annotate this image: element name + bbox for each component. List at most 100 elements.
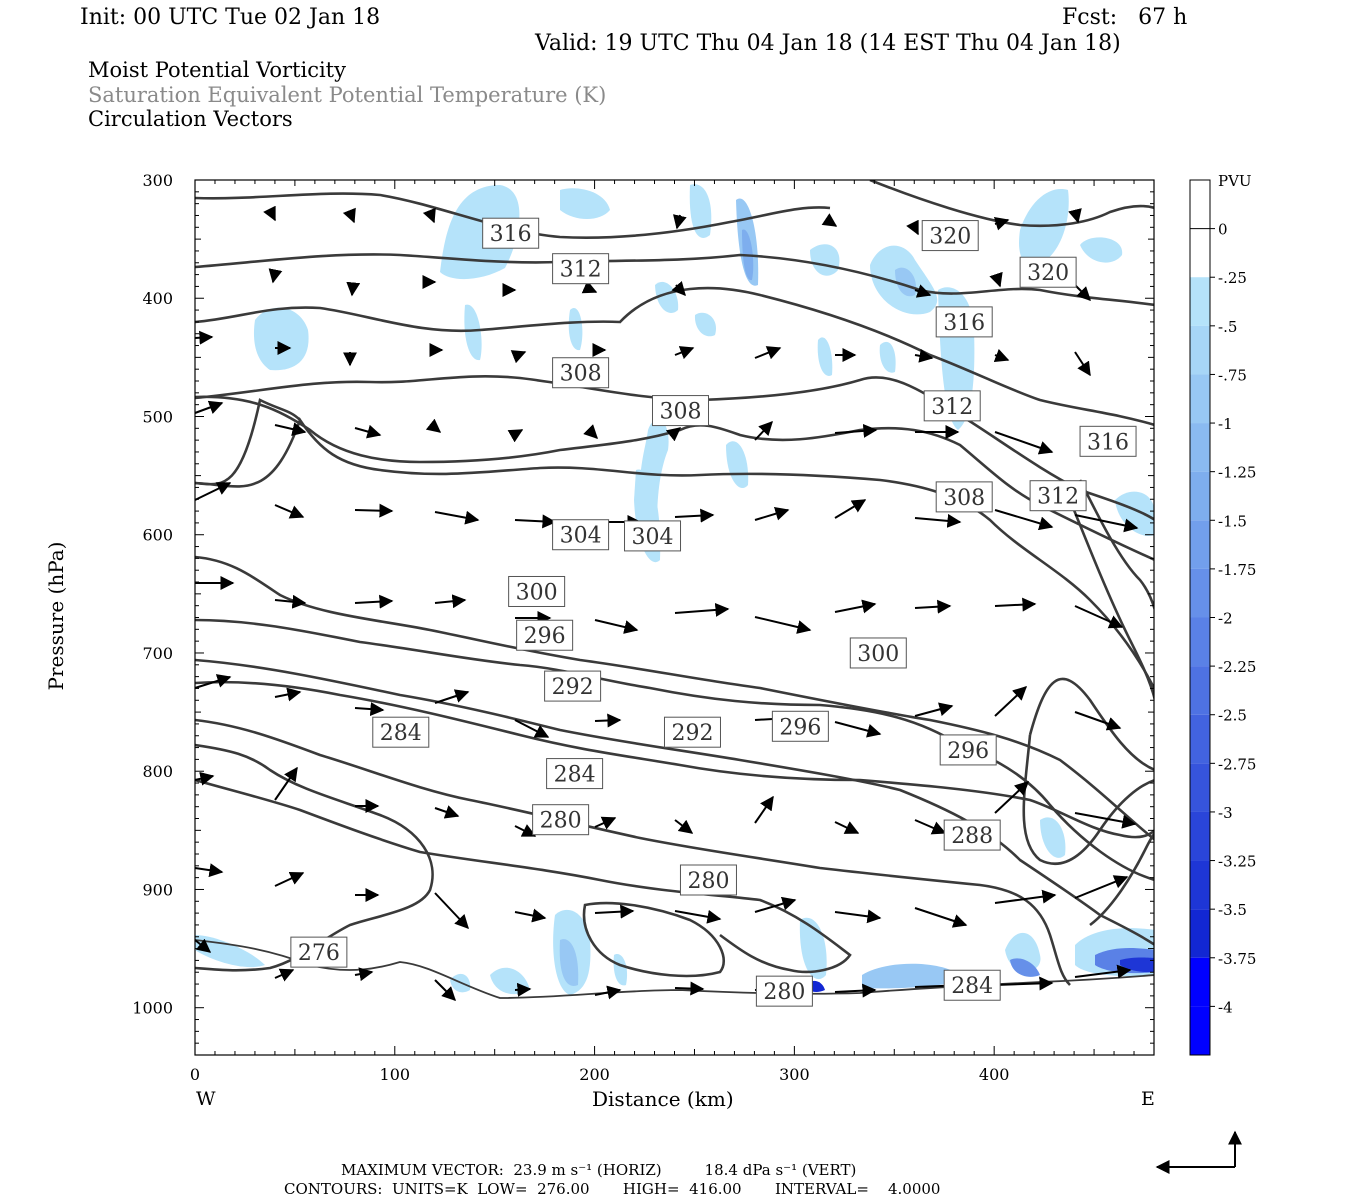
contour-label-text: 280 bbox=[540, 809, 582, 834]
x-tick-label: 300 bbox=[779, 1065, 810, 1084]
wind-vector bbox=[671, 280, 686, 297]
contour-label: 284 bbox=[372, 716, 430, 748]
x-axis-right-label: E bbox=[1141, 1088, 1155, 1110]
contour-label-text: 284 bbox=[951, 974, 993, 999]
wind-vector bbox=[507, 429, 524, 443]
pv-region bbox=[1040, 817, 1066, 858]
contour-label-box bbox=[546, 758, 604, 790]
contour-label-box bbox=[1029, 480, 1087, 512]
contour-line bbox=[195, 375, 1154, 521]
contour-line bbox=[195, 398, 301, 486]
colorbar-label: -.75 bbox=[1218, 366, 1247, 384]
pv-region bbox=[464, 304, 482, 361]
wind-vector bbox=[994, 509, 1054, 531]
contour-label: 300 bbox=[508, 575, 566, 607]
wind-vector bbox=[354, 503, 394, 518]
wind-vector bbox=[425, 418, 442, 433]
contour-label: 288 bbox=[943, 819, 1001, 851]
colorbar-label: -1.75 bbox=[1218, 561, 1256, 579]
wind-vector bbox=[434, 892, 469, 930]
x-tick-label: 0 bbox=[190, 1065, 200, 1084]
pv-region bbox=[817, 337, 833, 376]
wind-vector bbox=[674, 346, 695, 360]
wind-vector bbox=[354, 594, 394, 609]
contour-label-box bbox=[755, 975, 813, 1007]
wind-vector bbox=[583, 424, 598, 439]
wind-vector bbox=[1068, 208, 1082, 224]
wind-vector bbox=[821, 213, 838, 227]
wind-vector bbox=[994, 976, 1054, 991]
contour-label-text: 284 bbox=[554, 763, 596, 788]
colorbar-label: -2.25 bbox=[1218, 658, 1256, 676]
contour-label-text: 288 bbox=[951, 824, 993, 849]
contour-label-text: 292 bbox=[552, 675, 594, 700]
wind-vector bbox=[274, 871, 305, 887]
wind-vector bbox=[754, 896, 797, 913]
pv-region bbox=[1010, 958, 1040, 977]
pv-colorbar: PVU 0 -.25 -.5 -.75 -1 -1.25 -1.5 -1.75 -2 -2.25 -2… bbox=[1189, 172, 1256, 1056]
wind-vector bbox=[674, 819, 694, 834]
contour-line bbox=[1022, 734, 1154, 866]
contour-label-text: 308 bbox=[560, 362, 602, 387]
wind-vector bbox=[1074, 284, 1091, 301]
field-title-mpv: Moist Potential Vorticity bbox=[88, 58, 346, 82]
wind-vector bbox=[834, 599, 877, 614]
wind-vector bbox=[514, 514, 557, 529]
contour-label-text: 320 bbox=[1027, 261, 1069, 286]
contour-label-box bbox=[1079, 425, 1137, 457]
wind-vector bbox=[194, 863, 224, 878]
contour-line bbox=[195, 192, 831, 239]
contour-label-text: 292 bbox=[671, 721, 713, 746]
contour-line bbox=[1089, 832, 1154, 927]
wind-vector bbox=[268, 268, 283, 284]
contour-label-text: 316 bbox=[943, 311, 985, 336]
wind-vector bbox=[994, 686, 1028, 717]
contour-label: 320 bbox=[1019, 256, 1077, 288]
pv-region bbox=[694, 312, 716, 337]
pv-region bbox=[1019, 189, 1069, 268]
wind-vector bbox=[754, 420, 773, 441]
pv-region bbox=[559, 939, 579, 986]
wind-vector bbox=[274, 422, 307, 436]
contour-label-text: 276 bbox=[298, 941, 340, 966]
colorbar-swatch bbox=[1190, 617, 1210, 667]
contour-label-text: 296 bbox=[947, 739, 989, 764]
contour-label: 280 bbox=[532, 804, 590, 836]
y-tick-label: 800 bbox=[142, 762, 173, 781]
colorbar-label: -.25 bbox=[1218, 269, 1247, 287]
y-tick-label: 400 bbox=[142, 289, 173, 308]
pv-shading bbox=[195, 184, 1154, 995]
contour-label-text: 312 bbox=[1037, 485, 1079, 510]
colorbar-swatch bbox=[1190, 471, 1210, 521]
contour-label-text: 300 bbox=[857, 642, 899, 667]
wind-vector bbox=[834, 499, 867, 519]
contour-label-box bbox=[544, 670, 602, 702]
circulation-vectors bbox=[194, 205, 1139, 1001]
colorbar-label: -.5 bbox=[1218, 318, 1237, 336]
contour-label-text: 312 bbox=[931, 395, 973, 420]
colorbar-swatch bbox=[1190, 957, 1210, 1007]
colorbar-label: 0 bbox=[1218, 221, 1228, 239]
pv-region bbox=[568, 308, 583, 351]
wind-vector bbox=[754, 616, 812, 634]
contour-label-box bbox=[1019, 256, 1077, 288]
wind-vector bbox=[274, 504, 305, 519]
wind-vector bbox=[274, 594, 307, 609]
colorbar-swatch bbox=[1190, 228, 1210, 278]
wind-vector bbox=[674, 981, 705, 996]
wind-vector bbox=[914, 599, 952, 614]
wind-vector bbox=[834, 821, 860, 834]
pv-region bbox=[1080, 237, 1123, 263]
contour-label: 316 bbox=[482, 217, 540, 249]
wind-vector bbox=[434, 805, 460, 819]
wind-vector bbox=[422, 207, 436, 224]
wind-vector bbox=[994, 597, 1037, 612]
contour-label: 280 bbox=[755, 975, 813, 1007]
contour-label-box bbox=[508, 575, 566, 607]
y-tick-label: 600 bbox=[142, 526, 173, 545]
pv-region bbox=[726, 441, 749, 489]
colorbar-swatch bbox=[1190, 860, 1210, 910]
colorbar-label: -3.25 bbox=[1218, 853, 1256, 871]
contour-label-text: 308 bbox=[943, 486, 985, 511]
